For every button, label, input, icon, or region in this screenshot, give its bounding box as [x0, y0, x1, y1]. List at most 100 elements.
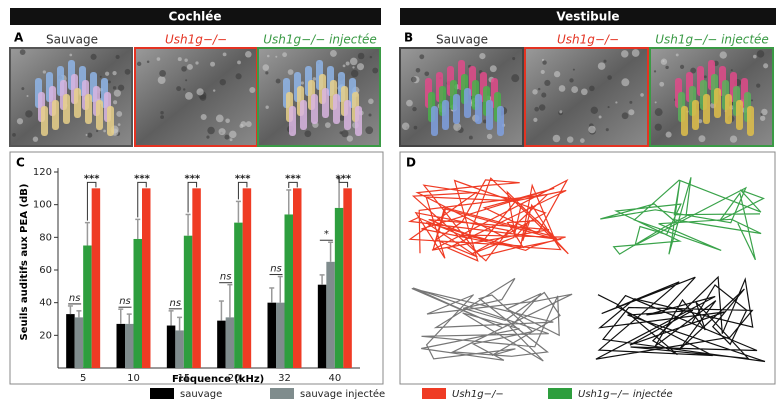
panel-label: B	[404, 31, 413, 45]
texture	[534, 106, 539, 112]
hair-bundle	[355, 106, 362, 136]
bar	[267, 302, 276, 368]
hair-bundle	[344, 100, 351, 130]
texture	[756, 83, 761, 88]
bracket	[288, 181, 298, 188]
hair-bundle	[300, 100, 307, 130]
bar	[192, 188, 201, 368]
texture	[468, 135, 473, 140]
texture	[304, 130, 312, 138]
header: Vestibule	[556, 10, 619, 24]
bar	[125, 323, 134, 368]
texture	[653, 70, 657, 73]
bar	[326, 261, 335, 368]
texture	[675, 53, 679, 57]
x-tick-label: 32	[278, 373, 291, 384]
texture	[42, 70, 46, 74]
hair-bundle	[63, 94, 70, 124]
texture	[87, 132, 93, 138]
header-bar	[400, 8, 776, 25]
texture	[615, 101, 618, 104]
texture	[85, 133, 88, 137]
texture	[763, 63, 769, 69]
hair-bundle	[52, 100, 59, 130]
texture	[160, 115, 164, 119]
texture	[225, 118, 230, 124]
hair-bundle	[497, 106, 504, 136]
texture	[368, 98, 374, 105]
texture	[177, 57, 182, 62]
texture	[160, 111, 164, 115]
bracket	[187, 181, 198, 213]
texture	[621, 50, 629, 58]
bar	[343, 188, 352, 368]
texture	[200, 113, 207, 120]
header-bar	[10, 8, 381, 25]
texture	[479, 52, 486, 60]
x-tick-label: 20	[228, 373, 241, 384]
texture	[629, 100, 633, 104]
texture	[262, 64, 270, 71]
hair-bundle	[681, 106, 688, 136]
texture	[235, 73, 242, 80]
legend-label: Ush1g−/− injectée	[578, 388, 673, 400]
header: Cochlée	[168, 10, 221, 24]
texture	[249, 87, 256, 94]
bracket	[86, 181, 97, 221]
hair-bundle	[703, 94, 710, 124]
texture	[662, 59, 665, 63]
y-tick-label: 120	[33, 167, 52, 178]
x-axis-title: Fréquence (kHz)	[172, 373, 264, 385]
texture	[489, 65, 497, 73]
texture	[112, 86, 117, 90]
texture	[275, 55, 278, 58]
texture	[229, 138, 233, 142]
texture	[186, 63, 193, 70]
bar	[116, 323, 125, 368]
bracket	[137, 181, 147, 218]
texture	[195, 61, 199, 65]
texture	[229, 130, 237, 139]
texture	[654, 123, 662, 131]
texture	[679, 64, 685, 69]
column-header: Sauvage	[436, 33, 488, 47]
texture	[196, 88, 204, 96]
significance: ns	[119, 296, 131, 307]
texture	[112, 71, 117, 76]
texture	[185, 79, 188, 82]
bar	[83, 245, 92, 368]
texture	[104, 71, 110, 76]
texture	[603, 59, 607, 63]
texture	[90, 53, 97, 60]
texture	[410, 76, 417, 83]
texture	[640, 93, 644, 97]
texture	[541, 92, 547, 98]
texture	[312, 77, 317, 81]
texture	[654, 101, 657, 104]
panel-frame	[399, 151, 776, 385]
texture	[287, 69, 294, 75]
texture	[690, 67, 697, 74]
texture	[372, 67, 379, 74]
x-tick-label: 5	[80, 373, 86, 384]
texture	[95, 129, 99, 133]
texture	[184, 58, 188, 62]
hair-bundle	[453, 94, 460, 124]
texture	[538, 104, 546, 111]
texture	[419, 54, 425, 60]
legend-label: Ush1g−/−	[452, 389, 504, 400]
significance: ***	[134, 173, 150, 184]
y-tick-label: 80	[39, 232, 52, 243]
texture	[117, 84, 125, 91]
significance: ***	[184, 173, 200, 184]
texture	[32, 136, 39, 142]
texture	[540, 69, 545, 75]
texture	[222, 52, 227, 57]
legend-swatch	[270, 388, 294, 399]
legend-swatch	[548, 388, 572, 399]
bar	[293, 188, 302, 368]
texture	[542, 60, 547, 65]
texture	[113, 89, 121, 97]
texture	[628, 109, 635, 116]
